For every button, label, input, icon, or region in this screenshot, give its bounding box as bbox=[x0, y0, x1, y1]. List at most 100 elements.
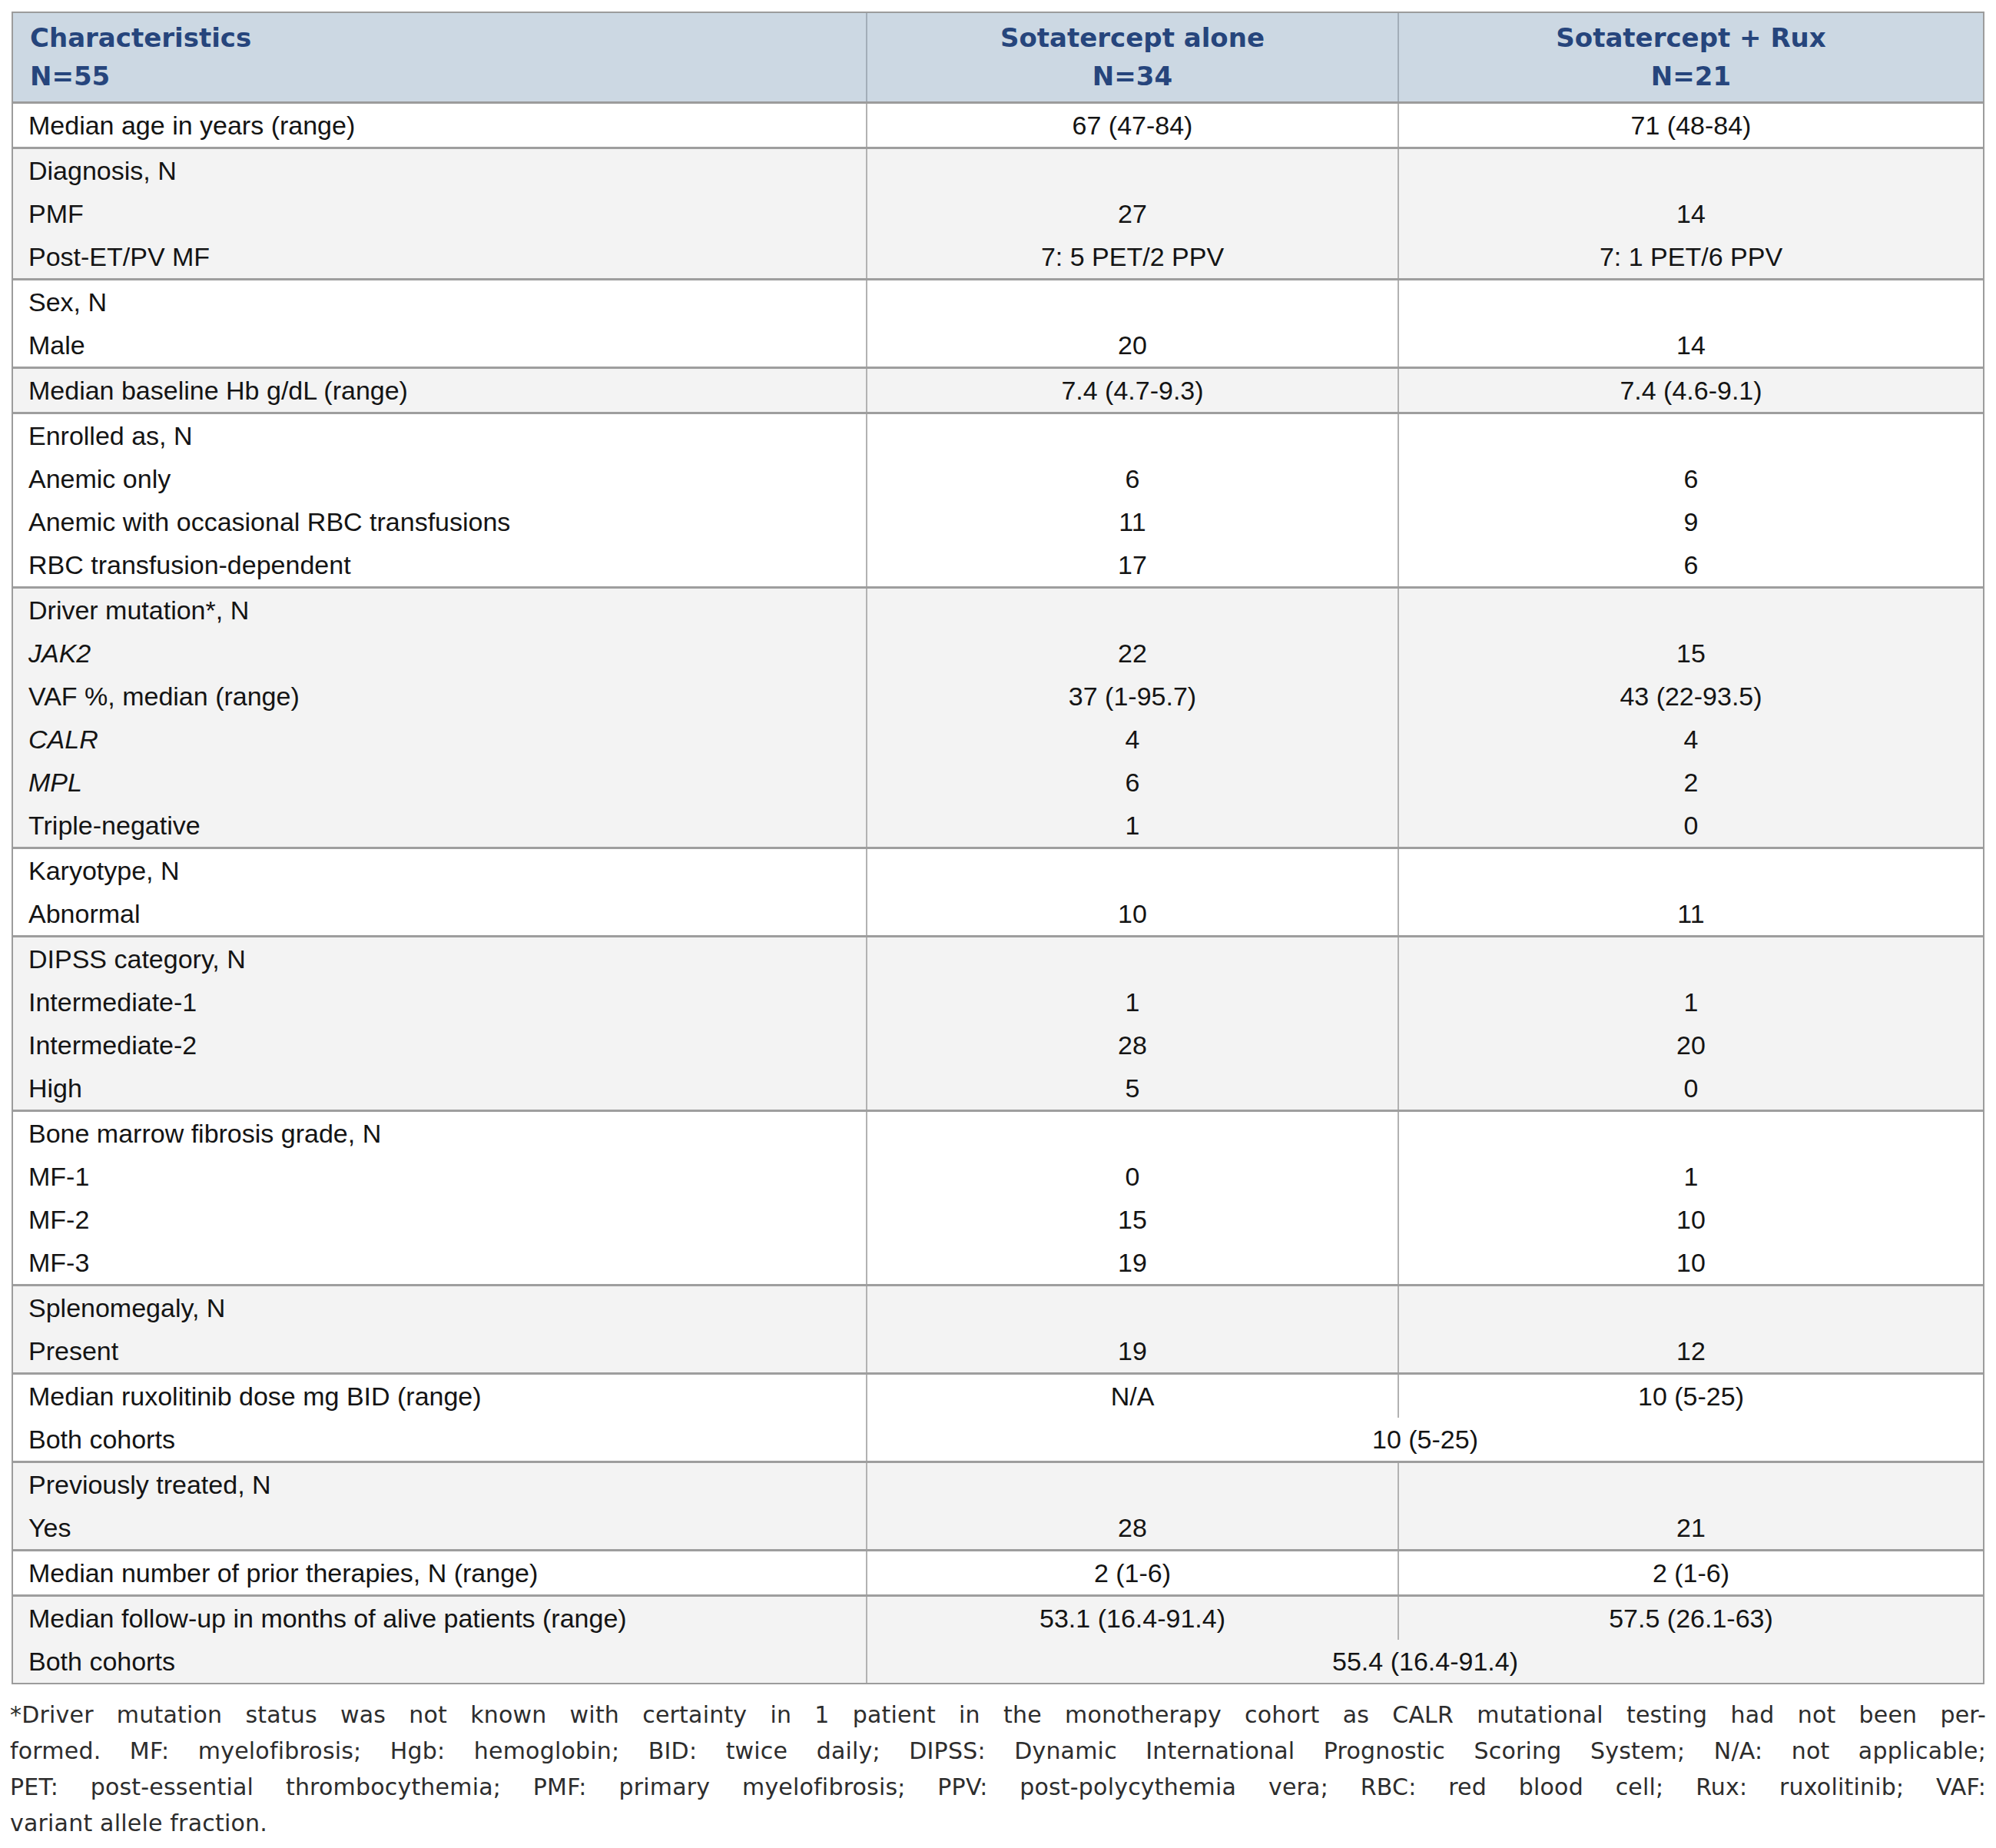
group-splenomegaly: Splenomegaly, N Present 19 12 bbox=[13, 1284, 1983, 1372]
cell-value: 4 bbox=[867, 718, 1398, 761]
cell-value: 17 bbox=[867, 543, 1398, 586]
row-label: Splenomegaly, N bbox=[13, 1286, 866, 1329]
row-label: DIPSS category, N bbox=[13, 937, 866, 980]
row-label: Intermediate-1 bbox=[13, 980, 866, 1024]
row-label: Post-ET/PV MF bbox=[13, 235, 866, 278]
cell-value: 1 bbox=[1399, 980, 1983, 1024]
header-title: Characteristics bbox=[30, 18, 866, 57]
row-label: Both cohorts bbox=[13, 1640, 866, 1683]
cell-value: 21 bbox=[1399, 1506, 1983, 1549]
cell-value: 0 bbox=[1399, 804, 1983, 847]
row-label: Enrolled as, N bbox=[13, 414, 866, 457]
cell-value: 53.1 (16.4-91.4) bbox=[867, 1597, 1398, 1640]
cell-value: 7: 1 PET/6 PPV bbox=[1399, 235, 1983, 278]
row-label: Median age in years (range) bbox=[13, 104, 866, 147]
cell-value: 4 bbox=[1399, 718, 1983, 761]
group-prior-therapies: Median number of prior therapies, N (ran… bbox=[13, 1549, 1983, 1594]
cell-value: 14 bbox=[1399, 323, 1983, 367]
row-label: VAF %, median (range) bbox=[13, 675, 866, 718]
cell-value: 1 bbox=[1399, 1155, 1983, 1198]
cell-value: 19 bbox=[867, 1329, 1398, 1372]
cell-value: 7: 5 PET/2 PPV bbox=[867, 235, 1398, 278]
row-label: MF-2 bbox=[13, 1198, 866, 1241]
cell-value: 28 bbox=[867, 1024, 1398, 1067]
group-bone-marrow-fibrosis: Bone marrow fibrosis grade, N MF-1 MF-2 … bbox=[13, 1110, 1983, 1284]
row-label: Median follow-up in months of alive pati… bbox=[13, 1597, 866, 1640]
cell-value: 2 (1-6) bbox=[1399, 1551, 1983, 1594]
cell-value: 20 bbox=[867, 323, 1398, 367]
cell-value: 10 bbox=[1399, 1241, 1983, 1284]
cell-value: 1 bbox=[867, 804, 1398, 847]
group-driver-mutation: Driver mutation*, N JAK2 VAF %, median (… bbox=[13, 586, 1983, 847]
cell-value: 19 bbox=[867, 1241, 1398, 1284]
row-label: Intermediate-2 bbox=[13, 1024, 866, 1067]
cell-value: 37 (1-95.7) bbox=[867, 675, 1398, 718]
cell-value: 27 bbox=[867, 192, 1398, 235]
cell-value: 20 bbox=[1399, 1024, 1983, 1067]
row-label: MPL bbox=[13, 761, 866, 804]
row-label: MF-3 bbox=[13, 1241, 866, 1284]
span-value: 55.4 (16.4-91.4) bbox=[867, 1640, 1983, 1683]
group-ruxolitinib-dose: Median ruxolitinib dose mg BID (range) B… bbox=[13, 1372, 1983, 1461]
cell-value: 11 bbox=[1399, 892, 1983, 935]
footnote-line: *Driver mutation status was not known wi… bbox=[10, 1697, 1986, 1733]
header-col3-title: Sotatercept + Rux bbox=[1399, 18, 1983, 57]
row-label: Yes bbox=[13, 1506, 866, 1549]
group-diagnosis: Diagnosis, N PMF Post-ET/PV MF 27 7: 5 P… bbox=[13, 147, 1983, 278]
cell-value: 57.5 (26.1-63) bbox=[1399, 1597, 1983, 1640]
row-label: High bbox=[13, 1067, 866, 1110]
group-baseline-hb: Median baseline Hb g/dL (range) 7.4 (4.7… bbox=[13, 367, 1983, 412]
row-label: Median ruxolitinib dose mg BID (range) bbox=[13, 1375, 866, 1418]
span-value: 10 (5-25) bbox=[867, 1418, 1983, 1461]
cell-value: 6 bbox=[1399, 543, 1983, 586]
cell-value: 43 (22-93.5) bbox=[1399, 675, 1983, 718]
cell-value: 28 bbox=[867, 1506, 1398, 1549]
row-label: PMF bbox=[13, 192, 866, 235]
row-label: Median baseline Hb g/dL (range) bbox=[13, 369, 866, 412]
header-col2-title: Sotatercept alone bbox=[867, 18, 1398, 57]
cell-value: 11 bbox=[867, 500, 1398, 543]
cell-value: 14 bbox=[1399, 192, 1983, 235]
row-label: Previously treated, N bbox=[13, 1463, 866, 1506]
cell-value: 9 bbox=[1399, 500, 1983, 543]
row-label: Median number of prior therapies, N (ran… bbox=[13, 1551, 866, 1594]
cell-value: 15 bbox=[1399, 632, 1983, 675]
cell-value: 5 bbox=[867, 1067, 1398, 1110]
row-label: Triple-negative bbox=[13, 804, 866, 847]
cell-value: N/A bbox=[867, 1375, 1398, 1418]
characteristics-table: Characteristics N=55 Sotatercept alone N… bbox=[12, 12, 1984, 1684]
row-label: JAK2 bbox=[13, 632, 866, 675]
cell-value: 1 bbox=[867, 980, 1398, 1024]
row-label: Present bbox=[13, 1329, 866, 1372]
row-label: RBC transfusion-dependent bbox=[13, 543, 866, 586]
row-label: Male bbox=[13, 323, 866, 367]
footnote-line: formed. MF: myelofibrosis; Hgb: hemoglob… bbox=[10, 1733, 1986, 1769]
row-label: Sex, N bbox=[13, 280, 866, 323]
row-label: Driver mutation*, N bbox=[13, 589, 866, 632]
header-col-sotatercept-alone: Sotatercept alone N=34 bbox=[866, 13, 1398, 101]
header-col2-n: N=34 bbox=[867, 57, 1398, 95]
cell-value: 10 bbox=[1399, 1198, 1983, 1241]
table-header-row: Characteristics N=55 Sotatercept alone N… bbox=[13, 13, 1983, 104]
cell-value: 67 (47-84) bbox=[867, 104, 1398, 147]
group-dipss-category: DIPSS category, N Intermediate-1 Interme… bbox=[13, 935, 1983, 1110]
footnote-line: variant allele fraction. bbox=[10, 1805, 1986, 1841]
row-label: Karyotype, N bbox=[13, 849, 866, 892]
group-follow-up: Median follow-up in months of alive pati… bbox=[13, 1594, 1983, 1683]
row-label: Abnormal bbox=[13, 892, 866, 935]
cell-value: 6 bbox=[1399, 457, 1983, 500]
cell-value: 7.4 (4.7-9.3) bbox=[867, 369, 1398, 412]
group-karyotype: Karyotype, N Abnormal 10 11 bbox=[13, 847, 1983, 935]
header-characteristics: Characteristics N=55 bbox=[13, 13, 866, 101]
row-label: MF-1 bbox=[13, 1155, 866, 1198]
group-enrolled-as: Enrolled as, N Anemic only Anemic with o… bbox=[13, 412, 1983, 586]
row-label: Both cohorts bbox=[13, 1418, 866, 1461]
cell-value: 71 (48-84) bbox=[1399, 104, 1983, 147]
cell-value: 10 bbox=[867, 892, 1398, 935]
footnote-line: PET: post-essential thrombocythemia; PMF… bbox=[10, 1769, 1986, 1805]
cell-value: 7.4 (4.6-9.1) bbox=[1399, 369, 1983, 412]
row-label: Bone marrow fibrosis grade, N bbox=[13, 1112, 866, 1155]
header-col-sotatercept-rux: Sotatercept + Rux N=21 bbox=[1398, 13, 1983, 101]
cell-value: 22 bbox=[867, 632, 1398, 675]
group-sex: Sex, N Male 20 14 bbox=[13, 278, 1983, 367]
